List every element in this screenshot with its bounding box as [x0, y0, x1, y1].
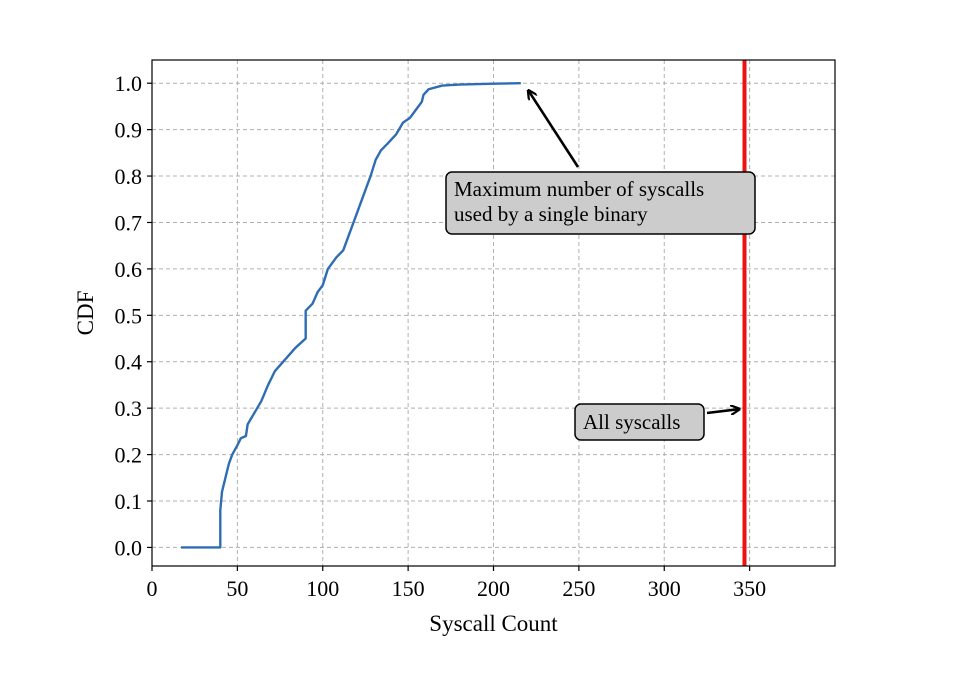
- x-axis-ticks: 0 50 100 150 200 250 300 350: [147, 566, 766, 601]
- x-tick-label: 200: [477, 576, 510, 601]
- annotation-max-syscalls: Maximum number of syscalls used by a sin…: [445, 91, 756, 235]
- y-tick-label: 0.4: [115, 350, 143, 375]
- annotation-text: Maximum number of syscalls: [454, 177, 704, 201]
- annotation-text: used by a single binary: [454, 202, 648, 226]
- x-tick-label: 350: [733, 576, 766, 601]
- annotation-arrow: [706, 409, 739, 413]
- y-tick-label: 0.0: [115, 535, 143, 560]
- x-axis-label: Syscall Count: [429, 611, 558, 636]
- grid: [151, 60, 835, 566]
- annotation-arrow: [529, 91, 580, 168]
- x-tick-label: 250: [562, 576, 595, 601]
- x-tick-label: 50: [226, 576, 248, 601]
- annotation-all-syscalls: All syscalls: [574, 403, 739, 441]
- y-axis-label: CDF: [73, 291, 98, 336]
- y-tick-label: 0.2: [115, 443, 143, 468]
- x-tick-label: 0: [147, 576, 158, 601]
- x-tick-label: 300: [648, 576, 681, 601]
- y-tick-label: 0.9: [115, 118, 143, 143]
- cdf-series: [181, 82, 521, 549]
- y-tick-label: 0.8: [115, 164, 143, 189]
- cdf-line: [181, 82, 521, 549]
- annotation-box: [574, 403, 705, 441]
- annotation-box: [445, 171, 756, 235]
- y-tick-label: 0.3: [115, 396, 143, 421]
- y-tick-label: 1.0: [115, 71, 143, 96]
- y-axis-ticks: 0.0 0.1 0.2 0.3 0.4 0.5 0.6 0.7 0.8 0.9 1.0: [115, 71, 152, 560]
- x-tick-label: 100: [306, 576, 339, 601]
- y-tick-label: 0.1: [115, 489, 143, 514]
- y-tick-label: 0.7: [115, 210, 143, 235]
- y-tick-label: 0.5: [115, 303, 143, 328]
- x-tick-label: 150: [392, 576, 425, 601]
- annotation-text: All syscalls: [583, 410, 680, 434]
- y-tick-label: 0.6: [115, 257, 143, 282]
